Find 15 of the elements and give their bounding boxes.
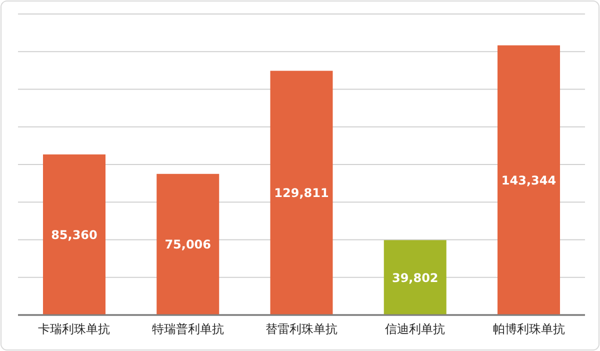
x-tick-label: 替雷利珠单抗 — [266, 322, 338, 336]
data-label: 143,344 — [501, 173, 556, 188]
x-tick-label: 信迪利单抗 — [385, 322, 446, 336]
data-label: 39,802 — [392, 270, 438, 285]
data-label: 85,360 — [51, 228, 98, 242]
x-tick-label: 特瑞普利单抗 — [152, 322, 224, 336]
data-label: 129,811 — [274, 186, 329, 200]
bar — [43, 154, 106, 315]
bar — [384, 240, 446, 315]
x-tick-label: 帕博利珠单抗 — [492, 322, 565, 336]
bar — [156, 174, 220, 315]
bar — [498, 45, 560, 315]
x-tick-label: 卡瑞利珠单抗 — [38, 322, 110, 336]
bar — [270, 70, 333, 315]
data-label: 75,006 — [164, 238, 212, 252]
